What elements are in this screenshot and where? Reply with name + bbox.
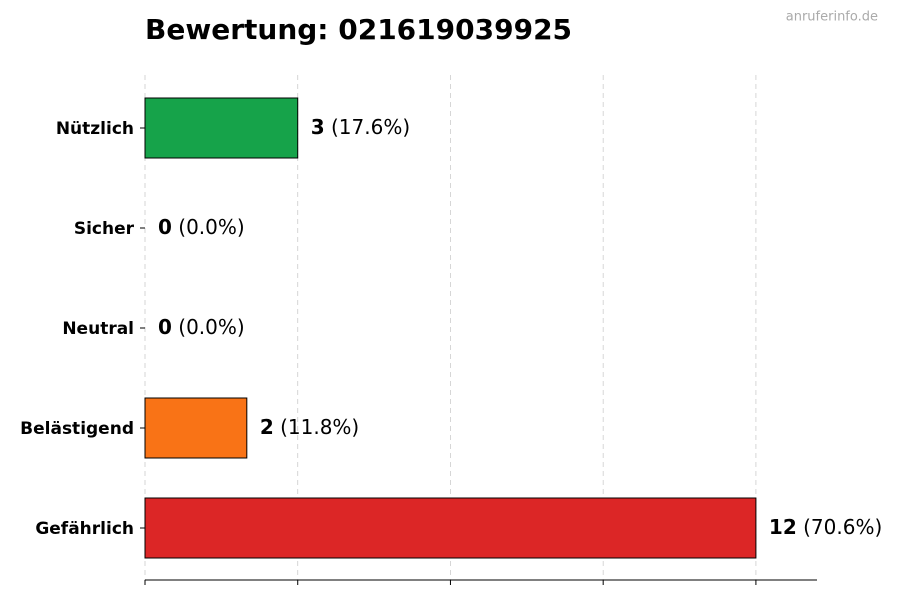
y-tick-label: Belästigend [20, 419, 134, 439]
bar [144, 497, 757, 559]
y-tick-label: Nützlich [56, 119, 134, 139]
y-tick-label: Sicher [74, 219, 135, 239]
bar [144, 397, 248, 459]
value-label: 2 (11.8%) [260, 415, 359, 439]
value-percent: (17.6%) [331, 115, 410, 139]
value-count: 2 [260, 415, 274, 439]
y-tick-label: Neutral [62, 319, 134, 339]
value-count: 12 [769, 515, 797, 539]
value-percent: (0.0%) [178, 215, 244, 239]
value-count: 0 [158, 215, 172, 239]
value-label: 3 (17.6%) [311, 115, 410, 139]
value-count: 0 [158, 315, 172, 339]
y-tick-label: Gefährlich [35, 519, 134, 539]
chart-title: Bewertung: 021619039925 [145, 13, 572, 46]
value-percent: (11.8%) [280, 415, 359, 439]
value-label: 0 (0.0%) [158, 315, 245, 339]
value-percent: (70.6%) [803, 515, 882, 539]
value-count: 3 [311, 115, 325, 139]
bar [144, 97, 299, 159]
value-percent: (0.0%) [178, 315, 244, 339]
value-label: 0 (0.0%) [158, 215, 245, 239]
value-label: 12 (70.6%) [769, 515, 882, 539]
watermark: anruferinfo.de [786, 10, 878, 25]
